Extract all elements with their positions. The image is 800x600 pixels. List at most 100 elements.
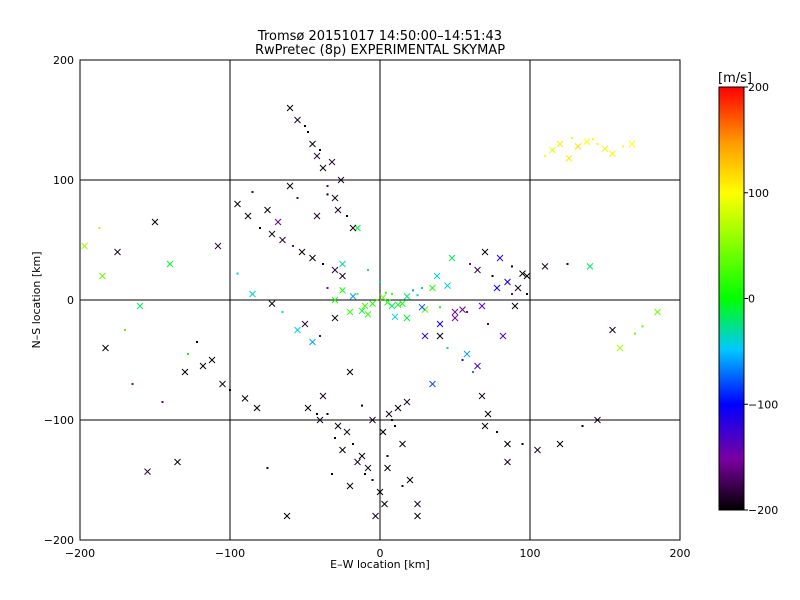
data-point-x bbox=[283, 512, 291, 520]
data-point-dot bbox=[322, 263, 324, 265]
data-point-dot bbox=[376, 299, 378, 301]
data-point-x bbox=[601, 145, 609, 153]
data-point-x bbox=[99, 272, 106, 280]
data-point-x bbox=[268, 230, 276, 238]
data-point-x bbox=[414, 512, 421, 520]
data-point-x bbox=[144, 468, 151, 475]
data-point-x bbox=[384, 299, 391, 306]
data-point-x bbox=[369, 300, 376, 307]
data-point-x bbox=[481, 248, 489, 256]
data-point-dot bbox=[386, 455, 389, 457]
data-point-dot bbox=[466, 311, 468, 313]
data-point-dot bbox=[566, 263, 569, 265]
data-point-x bbox=[364, 311, 372, 318]
data-point-x bbox=[399, 300, 406, 307]
data-point-x bbox=[391, 313, 399, 321]
data-point-dot bbox=[394, 425, 396, 427]
data-point-dot bbox=[266, 467, 269, 469]
data-point-x bbox=[403, 398, 411, 406]
data-point-dot bbox=[526, 293, 528, 295]
data-point-x bbox=[484, 410, 492, 418]
data-point-dot bbox=[364, 473, 366, 475]
data-point-x bbox=[219, 380, 226, 388]
data-point-x bbox=[339, 446, 346, 454]
chart-title-line2: RwPretec (8p) EXPERIMENTAL SKYMAP bbox=[255, 43, 505, 58]
data-point-x bbox=[274, 218, 282, 226]
data-point-x bbox=[208, 356, 216, 364]
data-point-x bbox=[394, 404, 402, 412]
data-point-dot bbox=[571, 137, 573, 139]
data-point-x bbox=[268, 300, 276, 307]
data-point-x bbox=[541, 263, 549, 270]
x-tick-label: −200 bbox=[65, 547, 95, 560]
data-point-dot bbox=[292, 245, 294, 247]
data-point-x bbox=[316, 416, 324, 424]
y-tick-label: 100 bbox=[53, 174, 74, 187]
data-point-x bbox=[616, 344, 624, 352]
data-point-dot bbox=[421, 287, 423, 289]
data-point-x bbox=[451, 308, 459, 316]
data-point-dot bbox=[487, 323, 489, 325]
data-point-x bbox=[474, 266, 481, 274]
data-point-x bbox=[504, 440, 511, 448]
data-point-dot bbox=[131, 383, 134, 385]
data-point-x bbox=[174, 458, 181, 466]
data-point-dot bbox=[281, 311, 284, 313]
chart-title-line1: Tromsø 20151017 14:50:00–14:51:43 bbox=[257, 29, 502, 44]
data-point-x bbox=[334, 206, 342, 214]
y-tick-label: −100 bbox=[44, 414, 74, 427]
data-point-dot bbox=[296, 197, 299, 199]
y-tick-labels: −200 −100 0 100 200 bbox=[44, 54, 86, 547]
data-point-x bbox=[309, 338, 316, 346]
data-point-x bbox=[136, 302, 144, 310]
data-point-x bbox=[369, 416, 376, 424]
data-point-x bbox=[304, 404, 312, 412]
data-point-x bbox=[331, 296, 339, 304]
data-point-x bbox=[574, 143, 582, 150]
data-point-x bbox=[444, 282, 451, 289]
data-point-x bbox=[102, 344, 109, 352]
x-axis-label: E–W location [km] bbox=[330, 558, 430, 571]
data-point-dot bbox=[352, 443, 354, 445]
data-point-dot bbox=[416, 294, 419, 297]
data-point-dot bbox=[251, 191, 254, 193]
data-point-x bbox=[583, 138, 591, 145]
data-point-x bbox=[354, 458, 361, 466]
data-point-x bbox=[372, 512, 379, 520]
y-axis-label: N–S location [km] bbox=[30, 251, 43, 348]
data-point-x bbox=[609, 150, 616, 157]
x-tick-labels: −200 −100 0 100 200 bbox=[65, 534, 691, 560]
data-point-dot bbox=[187, 353, 189, 355]
data-point-x bbox=[523, 272, 531, 280]
data-point-x bbox=[609, 326, 616, 334]
data-point-x bbox=[418, 303, 426, 311]
data-point-dot bbox=[412, 289, 414, 292]
data-point-dot bbox=[319, 335, 321, 337]
data-point-dot bbox=[334, 437, 336, 439]
data-point-x bbox=[399, 440, 406, 448]
colorbar bbox=[718, 86, 745, 511]
data-point-x bbox=[339, 287, 346, 294]
data-point-x bbox=[199, 362, 207, 370]
data-point-x bbox=[328, 158, 336, 166]
colorbar-label: [m/s] bbox=[718, 71, 752, 86]
data-point-x bbox=[463, 350, 471, 358]
data-point-dot bbox=[371, 479, 374, 481]
data-point-x bbox=[337, 176, 345, 184]
data-point-x bbox=[394, 301, 402, 309]
data-point-x bbox=[433, 272, 441, 280]
x-tick-label: 0 bbox=[377, 547, 384, 560]
data-point-dot bbox=[326, 413, 329, 415]
data-point-x bbox=[421, 332, 429, 340]
data-point-dot bbox=[229, 389, 231, 391]
data-point-x bbox=[388, 302, 396, 310]
data-point-dot bbox=[385, 291, 387, 294]
data-point-x bbox=[309, 254, 316, 262]
colorbar-ticks: 200 100 0 −100 −200 bbox=[744, 81, 778, 517]
data-point-x bbox=[594, 416, 601, 424]
x-tick-label: −100 bbox=[215, 547, 245, 560]
data-point-x bbox=[403, 293, 411, 300]
data-point-x bbox=[349, 293, 357, 300]
data-point-x bbox=[478, 302, 486, 310]
